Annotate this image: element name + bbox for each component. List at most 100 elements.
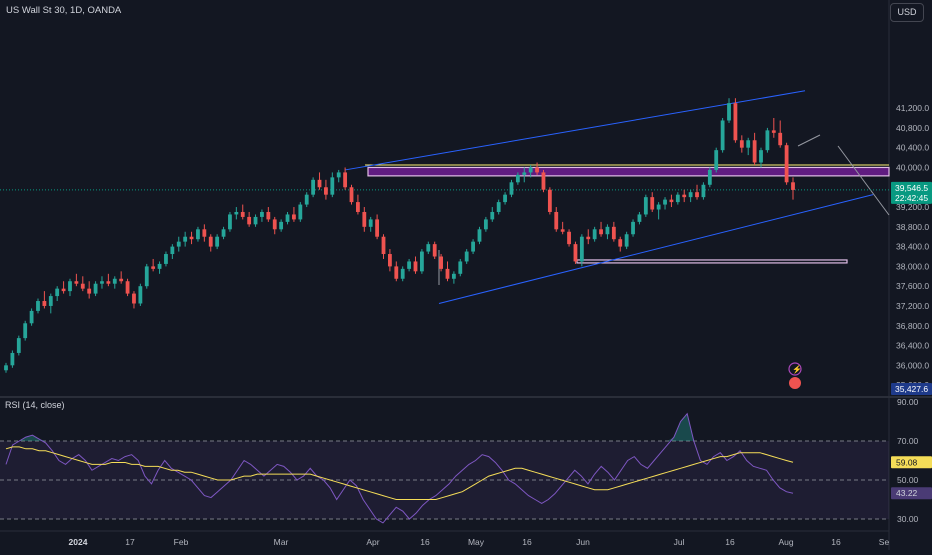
candle-body [643, 197, 648, 215]
candle-body [439, 256, 443, 269]
candle-body [196, 229, 200, 240]
candle-body [119, 278, 124, 282]
candle-body [528, 167, 533, 173]
low-marker-badge [891, 383, 932, 395]
candle-body [29, 310, 34, 324]
candle-body [618, 239, 623, 247]
candle-body [547, 189, 552, 212]
projection-arrow-down [837, 145, 890, 216]
candle-body [176, 241, 181, 247]
symbol-header[interactable]: US Wall St 30, 1D, OANDA [6, 5, 122, 16]
candle-body [477, 229, 482, 242]
candle-body [240, 211, 245, 217]
candle-body [100, 281, 104, 284]
candle-body [490, 211, 495, 220]
candle-body [343, 172, 348, 188]
candle-body [279, 221, 284, 230]
candle-body [631, 221, 635, 235]
candle-body [778, 132, 783, 146]
candle-body [407, 261, 412, 269]
candle-body [285, 214, 290, 222]
time-axis-label: 2024 [69, 537, 88, 547]
rsi-tick-label: 90.00 [897, 397, 919, 407]
candle-body [727, 103, 731, 121]
channel-lower-line [438, 194, 874, 304]
time-axis-label: 16 [831, 537, 841, 547]
candle-body [10, 352, 15, 366]
candle-body [272, 219, 277, 230]
price-tick-label: 41,200.0 [896, 103, 929, 113]
candle-body [106, 281, 111, 284]
candle-body [375, 219, 380, 237]
price-tick-label: 38,400.0 [896, 242, 929, 252]
candle-body [4, 365, 8, 371]
candle-body [560, 229, 565, 232]
candle-body [765, 130, 770, 151]
candle-body [663, 199, 667, 205]
price-tick-label: 40,800.0 [896, 123, 929, 133]
candle-body [112, 278, 117, 284]
candle-body [535, 167, 539, 173]
candle-body [669, 199, 674, 203]
candle-body [208, 236, 213, 247]
candle-body [413, 261, 418, 272]
time-axis-label: Apr [366, 537, 379, 547]
candle-body [292, 214, 296, 220]
candle-body [483, 219, 488, 230]
candle-body [515, 174, 520, 183]
candle-body [675, 194, 680, 203]
candle-body [247, 216, 252, 225]
candle-body [23, 323, 28, 339]
rsi-overbought-fill [6, 413, 793, 441]
candle-body [144, 266, 149, 287]
candle-body [157, 263, 162, 269]
projection-arrow-up [797, 134, 821, 147]
price-tick-label: 38,800.0 [896, 222, 929, 232]
candle-body [471, 241, 475, 252]
price-tick-label: 36,400.0 [896, 341, 929, 351]
candle-body [324, 187, 328, 195]
rsi-tick-label: 30.00 [897, 514, 919, 524]
candle-body [701, 184, 706, 198]
time-axis-label: May [468, 537, 485, 547]
candle-body [688, 192, 693, 198]
candle-body [68, 281, 72, 292]
candle-body [151, 266, 156, 269]
candle-body [48, 296, 53, 306]
candle-body [567, 231, 571, 245]
candle-body [682, 194, 687, 198]
price-tick-label: 37,200.0 [896, 301, 929, 311]
price-tick-label: 39,200.0 [896, 202, 929, 212]
resistance-zone [367, 166, 890, 177]
rsi-tick-label: 50.00 [897, 475, 919, 485]
candle-body [368, 219, 373, 227]
low-marker-label: 35,427.6 [895, 384, 928, 394]
candle-body [426, 244, 431, 252]
candle-body [739, 140, 744, 148]
rsi-ma-value: 59.08 [896, 457, 918, 467]
candle-body [132, 293, 136, 304]
candle-body [611, 226, 616, 240]
candle-body [592, 229, 597, 240]
rsi-ma-line [5, 446, 794, 500]
candle-body [336, 172, 341, 178]
candle-body [605, 226, 610, 235]
candle-body [771, 130, 776, 133]
candle-body [624, 234, 629, 247]
candle-body [791, 182, 795, 190]
price-tick-label: 40,000.0 [896, 162, 929, 172]
candle-body [400, 268, 405, 279]
currency-button[interactable]: USD [890, 3, 924, 22]
time-axis-label: 16 [725, 537, 735, 547]
candle-body [637, 214, 642, 222]
rsi-title[interactable]: RSI (14, close) [5, 400, 65, 410]
price-tick-label: 37,600.0 [896, 281, 929, 291]
candle-body [759, 150, 763, 163]
rsi-line [5, 412, 794, 524]
countdown-label: 22:42:45 [895, 193, 928, 203]
current-price-label: 39,546.5 [895, 183, 928, 193]
time-axis-label: Jul [674, 537, 685, 547]
candle-body [215, 236, 220, 247]
candle-body [496, 202, 501, 212]
